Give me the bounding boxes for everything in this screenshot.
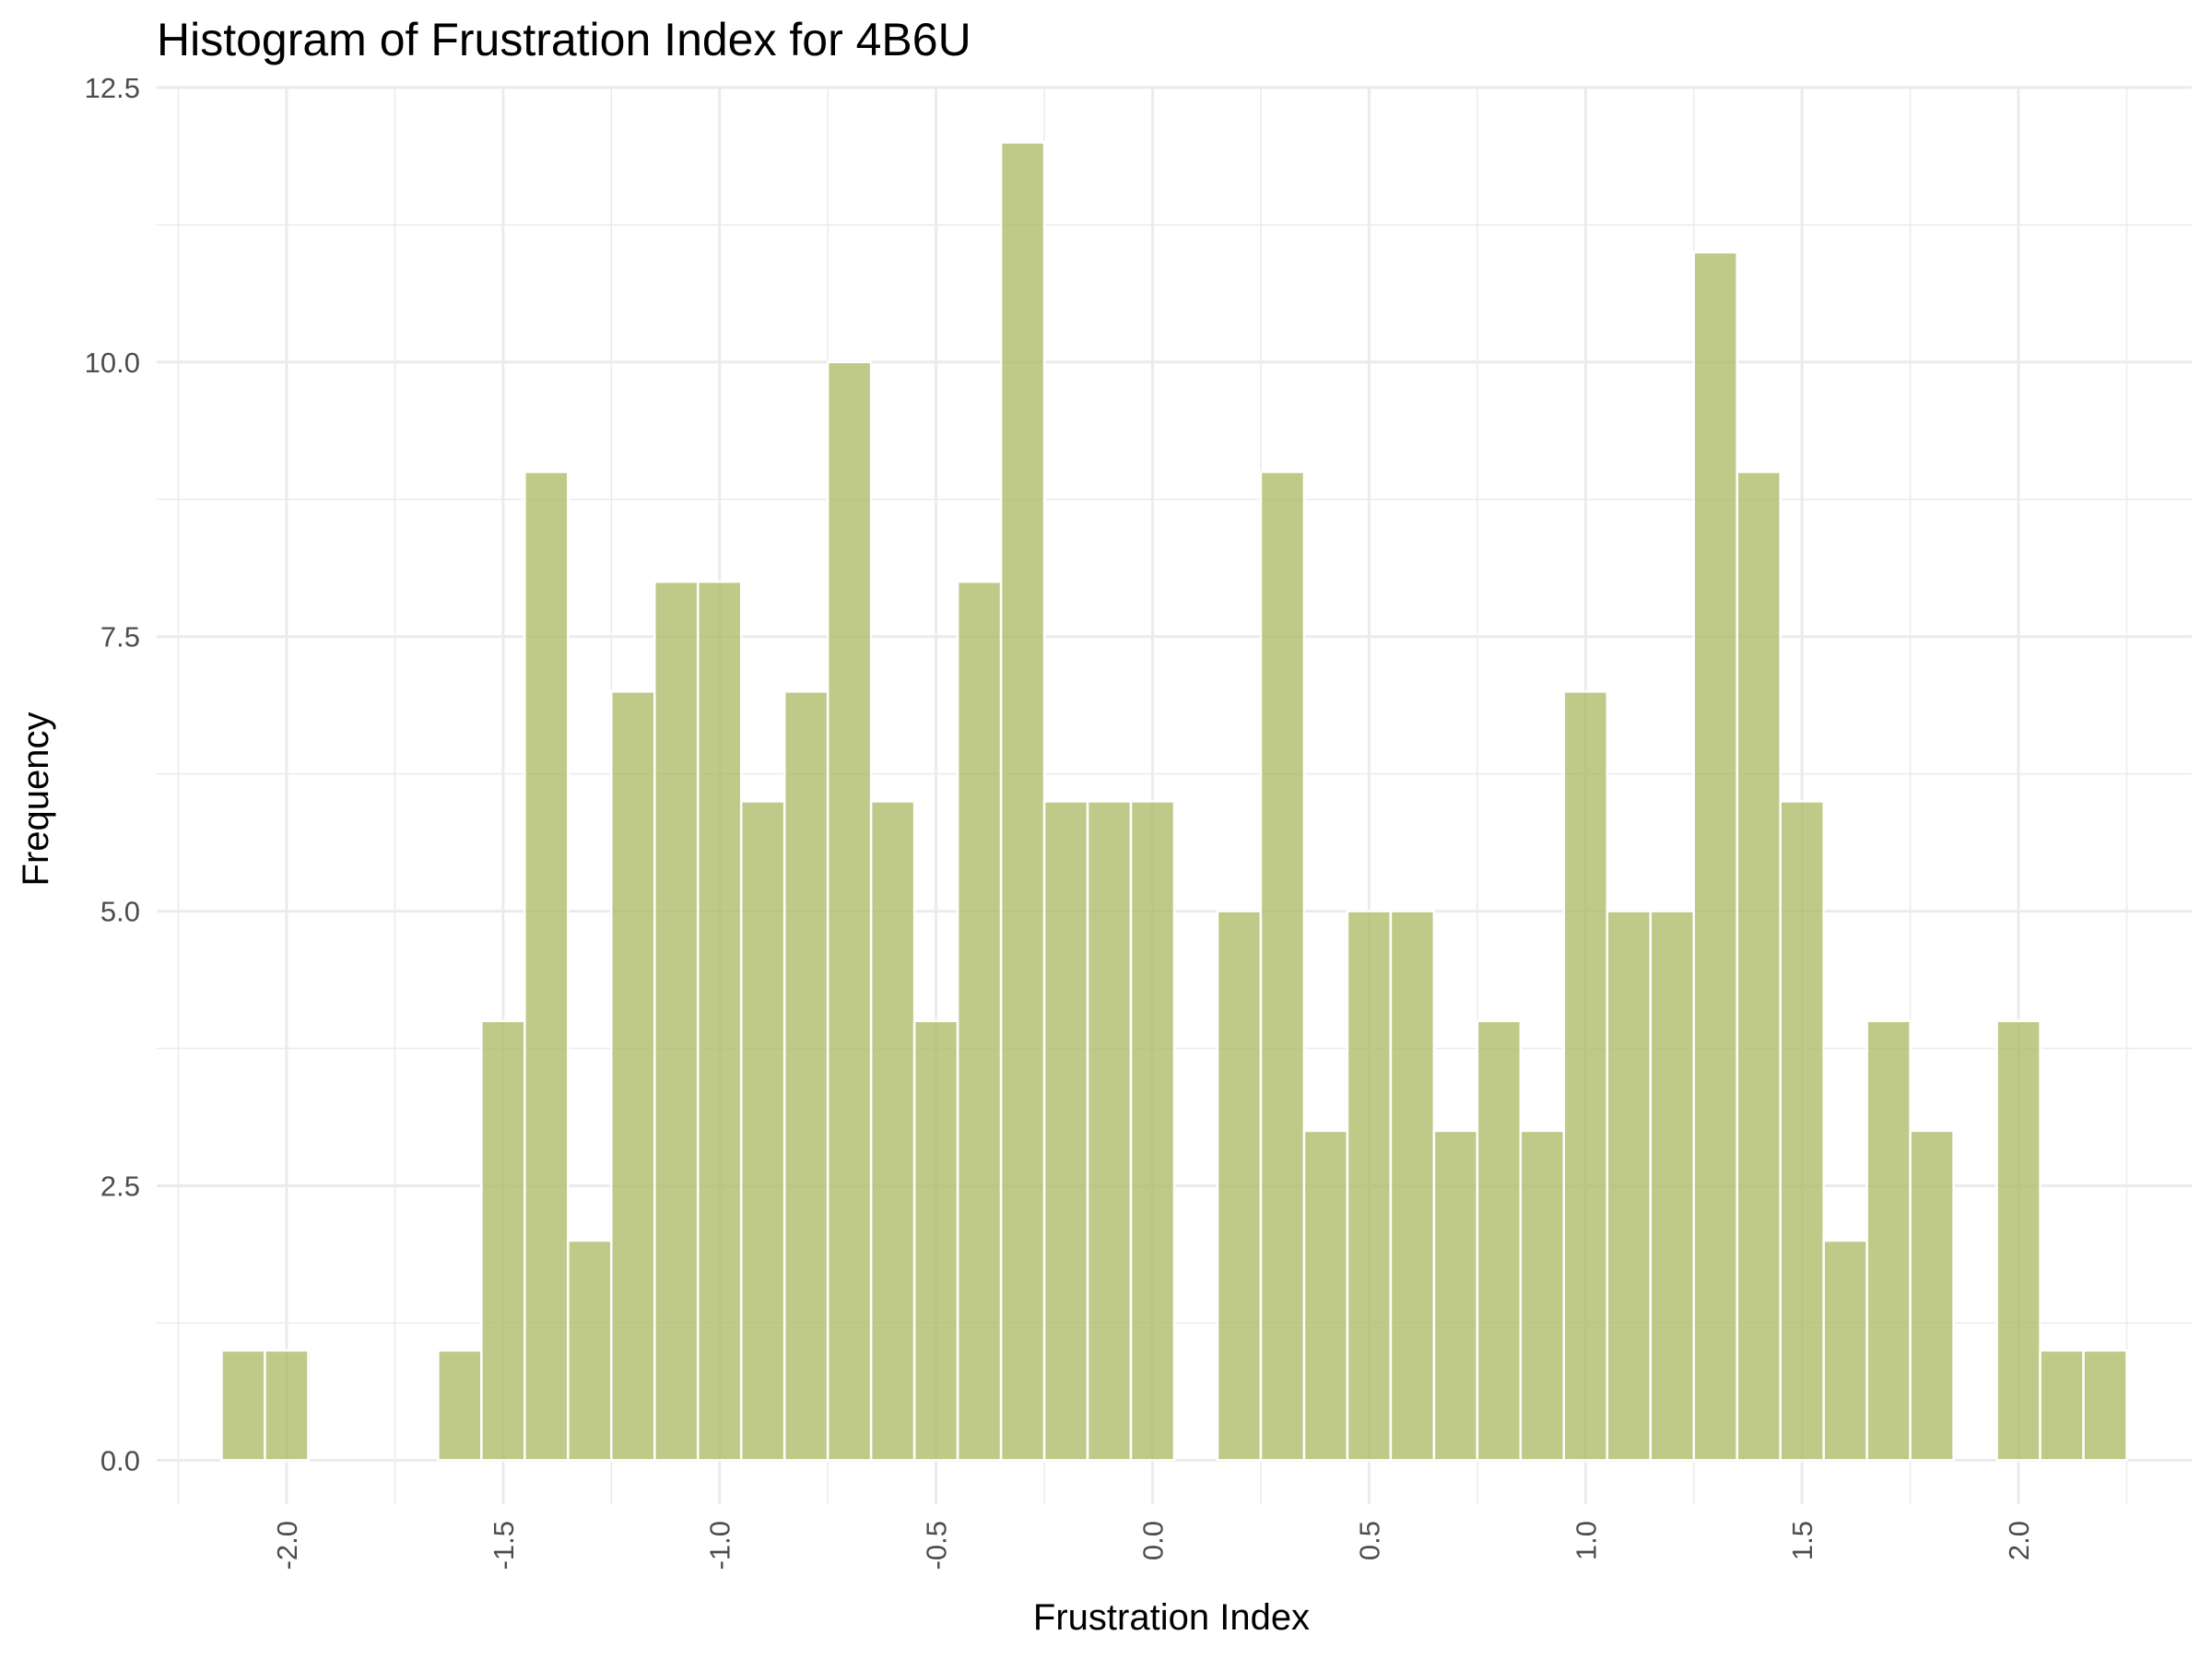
histogram-bar: [999, 141, 1046, 1462]
histogram-bar: [739, 800, 786, 1462]
histogram-bar: [1129, 800, 1176, 1462]
histogram-bar: [437, 1348, 483, 1462]
y-tick-label: 10.0: [85, 347, 140, 379]
histogram-bar: [1995, 1019, 2041, 1462]
y-axis-tick-labels: 0.0 2.5 5.0 7.5 10.0 12.5: [85, 72, 140, 1477]
y-tick-label: 0.0: [100, 1444, 140, 1477]
y-tick-label: 2.5: [100, 1170, 140, 1202]
x-axis-tick-labels: -2.0 -1.5 -1.0 -0.5 0.0 0.5 1.0 1.5 2.0: [271, 1521, 2035, 1570]
histogram-bars: [220, 141, 2128, 1462]
histogram-bar: [1042, 800, 1089, 1462]
chart-title: Histogram of Frustration Index for 4B6U: [157, 14, 971, 65]
histogram-bar: [1822, 1239, 1868, 1462]
x-tick-label: 1.0: [1570, 1521, 1602, 1560]
histogram-bar: [2082, 1348, 2128, 1462]
x-tick-label: 0.5: [1353, 1521, 1385, 1560]
y-tick-label: 7.5: [100, 621, 140, 653]
histogram-bar: [1606, 910, 1653, 1462]
histogram-bar: [2039, 1348, 2085, 1462]
histogram-bar: [1649, 910, 1695, 1462]
histogram-bar: [1692, 251, 1738, 1462]
y-axis-title: Frequency: [16, 712, 56, 887]
histogram-bar: [653, 580, 700, 1462]
x-tick-label: -2.0: [271, 1521, 303, 1570]
histogram-bar: [1519, 1129, 1566, 1462]
histogram-bar: [567, 1239, 613, 1462]
histogram-bar: [220, 1348, 266, 1462]
histogram-bar: [696, 580, 743, 1462]
histogram-bar: [869, 800, 916, 1462]
histogram-bar: [1389, 910, 1436, 1462]
x-tick-label: -1.0: [704, 1521, 736, 1570]
histogram-bar: [1562, 690, 1609, 1462]
histogram-bar: [1432, 1129, 1479, 1462]
histogram-bar: [480, 1019, 526, 1462]
histogram-bar: [912, 1019, 959, 1462]
x-tick-label: -1.5: [488, 1521, 520, 1570]
histogram-bar: [1216, 910, 1263, 1462]
x-axis-title: Frustration Index: [1033, 1597, 1310, 1638]
y-tick-label: 5.0: [100, 896, 140, 928]
x-tick-label: 1.5: [1786, 1521, 1818, 1560]
histogram-bar: [524, 470, 570, 1462]
histogram-bar: [1086, 800, 1133, 1462]
histogram-bar: [610, 690, 656, 1462]
x-tick-label: 0.0: [1137, 1521, 1170, 1560]
histogram-bar: [826, 360, 873, 1462]
histogram-bar: [1735, 470, 1782, 1462]
y-tick-label: 12.5: [85, 72, 140, 104]
histogram-bar: [1259, 470, 1306, 1462]
histogram-bar: [1865, 1019, 1912, 1462]
histogram-bar: [1779, 800, 1825, 1462]
x-tick-label: -0.5: [921, 1521, 953, 1570]
histogram-bar: [1476, 1019, 1523, 1462]
histogram-bar: [782, 690, 830, 1462]
histogram-bar: [1302, 1129, 1349, 1462]
histogram-bar: [1346, 910, 1393, 1462]
x-tick-label: 2.0: [2003, 1521, 2035, 1560]
histogram-bar: [264, 1348, 310, 1462]
histogram-bar: [956, 580, 1003, 1462]
histogram-bar: [1909, 1129, 1955, 1462]
